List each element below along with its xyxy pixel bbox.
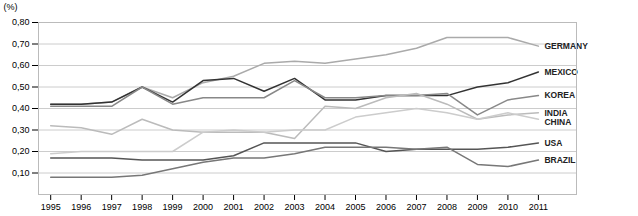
svg-text:0,30: 0,30 [12,125,30,135]
svg-text:2004: 2004 [315,202,335,212]
svg-text:2001: 2001 [224,202,244,212]
svg-text:1998: 1998 [132,202,152,212]
svg-text:BRAZIL: BRAZIL [544,155,575,165]
svg-text:1999: 1999 [163,202,183,212]
svg-text:1996: 1996 [71,202,91,212]
svg-text:1997: 1997 [102,202,122,212]
svg-text:1995: 1995 [41,202,61,212]
svg-text:2003: 2003 [285,202,305,212]
svg-text:2007: 2007 [406,202,426,212]
svg-text:0,50: 0,50 [12,82,30,92]
svg-text:2011: 2011 [529,202,548,212]
svg-text:KOREA: KOREA [544,90,575,100]
svg-text:2010: 2010 [498,202,518,212]
svg-text:0,10: 0,10 [12,168,30,178]
svg-text:0,20: 0,20 [12,146,30,156]
svg-text:2000: 2000 [193,202,213,212]
svg-text:INDIA: INDIA [544,107,568,118]
svg-text:0,70: 0,70 [12,39,30,49]
svg-text:USA: USA [544,138,562,148]
svg-text:2005: 2005 [345,202,365,212]
svg-text:2002: 2002 [254,202,274,212]
svg-text:2009: 2009 [467,202,487,212]
svg-text:0,80: 0,80 [12,17,30,27]
svg-text:2008: 2008 [437,202,457,212]
svg-text:GERMANY: GERMANY [544,41,588,51]
svg-text:0,60: 0,60 [12,60,30,70]
svg-text:0,40: 0,40 [12,103,30,113]
svg-text:CHINA: CHINA [544,117,571,127]
svg-text:(%): (%) [4,2,18,12]
svg-text:MEXICO: MEXICO [544,67,578,77]
svg-text:2006: 2006 [376,202,396,212]
